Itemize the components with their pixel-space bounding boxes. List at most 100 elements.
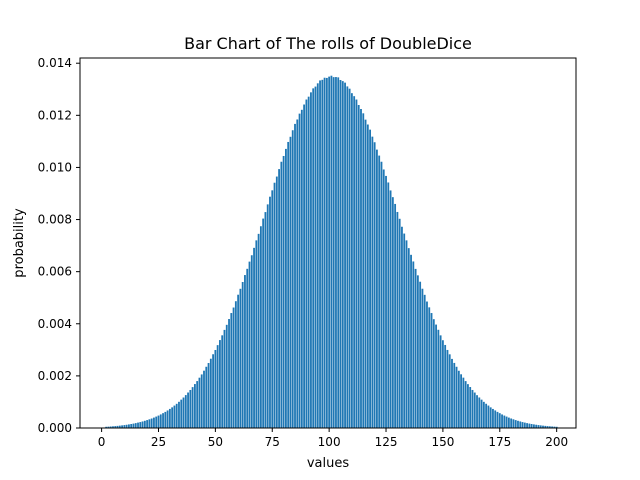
bar-91 — [307, 96, 310, 429]
bar-33 — [175, 403, 178, 428]
x-tick-label-175: 175 — [488, 435, 511, 449]
bar-124 — [382, 169, 385, 429]
x-tick-label-0: 0 — [98, 435, 106, 449]
bar-158 — [460, 374, 463, 428]
bar-110 — [350, 93, 353, 429]
bar-98 — [323, 77, 326, 428]
bar-17 — [139, 422, 142, 428]
bar-133 — [403, 233, 406, 428]
bar-4 — [109, 426, 112, 428]
bar-121 — [376, 149, 378, 428]
bar-20 — [146, 420, 149, 428]
bar-143 — [426, 301, 428, 428]
bar-168 — [482, 401, 485, 428]
bar-169 — [485, 403, 488, 428]
bar-15 — [134, 423, 137, 428]
bar-100 — [328, 76, 331, 429]
bar-16 — [137, 422, 139, 428]
bar-85 — [294, 123, 296, 429]
bar-66 — [250, 255, 253, 428]
bar-134 — [405, 240, 408, 428]
bar-3 — [107, 426, 110, 428]
plot-frame — [79, 57, 577, 429]
bar-109 — [348, 88, 351, 428]
bar-70 — [259, 226, 262, 428]
bar-132 — [401, 226, 403, 428]
bar-35 — [180, 399, 183, 428]
bar-11 — [125, 424, 128, 428]
y-tick-label-7: 0.014 — [38, 56, 72, 70]
bar-128 — [391, 197, 394, 428]
bar-68 — [255, 240, 258, 428]
y-tick-label-4: 0.008 — [38, 213, 72, 227]
bar-19 — [143, 420, 146, 428]
bar-14 — [132, 423, 135, 428]
bar-183 — [517, 420, 519, 428]
bar-105 — [339, 80, 342, 428]
bar-171 — [489, 407, 492, 428]
bar-190 — [533, 424, 535, 428]
bar-58 — [232, 307, 235, 428]
bar-106 — [341, 81, 344, 429]
bar-156 — [455, 366, 458, 428]
bar-157 — [457, 370, 460, 428]
bar-104 — [337, 77, 340, 429]
bar-52 — [219, 340, 221, 428]
bar-99 — [325, 77, 328, 429]
bar-159 — [462, 377, 465, 428]
bar-61 — [239, 288, 242, 428]
bar-65 — [248, 261, 251, 428]
bar-184 — [519, 421, 522, 428]
bar-37 — [184, 395, 187, 428]
bar-83 — [289, 136, 292, 429]
bar-162 — [469, 387, 472, 428]
bar-55 — [225, 324, 228, 428]
bar-38 — [187, 392, 189, 428]
bar-167 — [480, 399, 483, 428]
bar-196 — [546, 426, 549, 428]
bar-67 — [253, 247, 255, 428]
bar-147 — [435, 324, 437, 428]
bar-135 — [407, 248, 410, 428]
bar-32 — [173, 405, 176, 428]
bar-161 — [467, 384, 469, 428]
bar-174 — [496, 411, 499, 428]
chart-title: Bar Chart of The rolls of DoubleDice — [184, 34, 472, 53]
bar-191 — [535, 424, 538, 428]
bar-63 — [244, 275, 246, 428]
bar-60 — [237, 294, 240, 428]
bar-27 — [162, 413, 164, 428]
bar-108 — [346, 86, 349, 428]
y-tick-label-5: 0.010 — [38, 160, 72, 174]
bar-36 — [182, 397, 185, 428]
bar-46 — [205, 366, 208, 428]
bar-111 — [353, 96, 356, 429]
bar-39 — [189, 389, 192, 428]
bar-112 — [355, 99, 358, 428]
bar-136 — [410, 254, 412, 428]
bar-103 — [335, 77, 337, 429]
bar-29 — [166, 410, 169, 428]
bar-199 — [553, 426, 556, 428]
bar-188 — [528, 423, 531, 428]
bar-6 — [114, 426, 117, 428]
bar-49 — [212, 354, 215, 428]
bar-79 — [280, 161, 283, 429]
bar-127 — [389, 190, 392, 428]
bar-130 — [396, 211, 399, 428]
bar-164 — [473, 392, 476, 428]
bar-182 — [514, 420, 517, 428]
bar-34 — [178, 401, 180, 428]
bar-173 — [494, 410, 497, 428]
bar-30 — [168, 408, 171, 428]
bar-131 — [398, 218, 401, 428]
bar-197 — [548, 426, 551, 428]
bar-28 — [164, 411, 167, 428]
bar-137 — [412, 261, 415, 428]
bar-12 — [128, 424, 130, 428]
bar-148 — [437, 329, 440, 428]
x-tick-label-150: 150 — [431, 435, 454, 449]
bar-146 — [432, 319, 435, 428]
bar-160 — [464, 381, 467, 428]
